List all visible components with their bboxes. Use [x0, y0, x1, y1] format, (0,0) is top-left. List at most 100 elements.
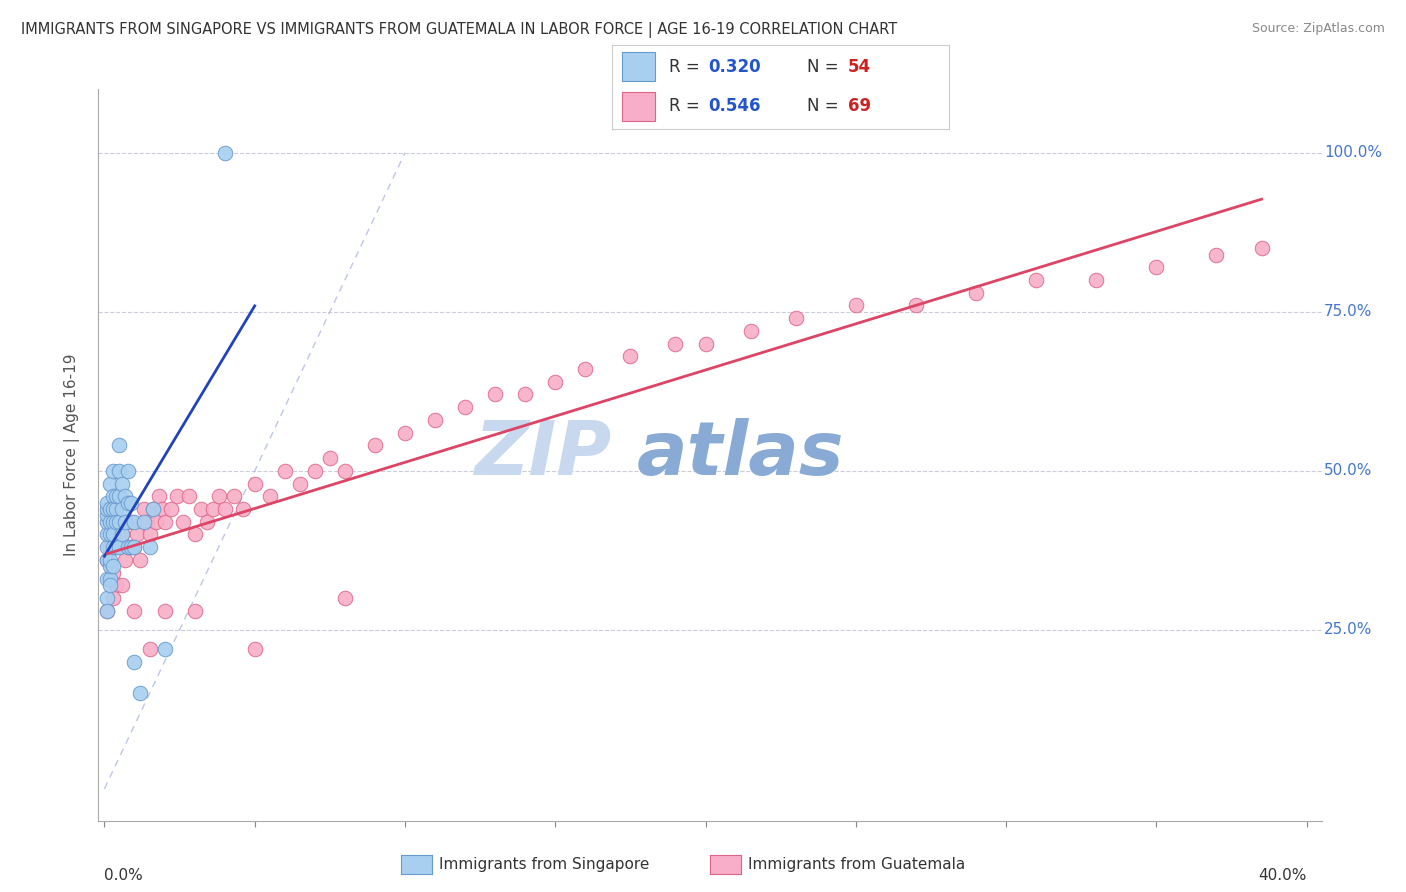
Point — [96, 508, 118, 523]
Point — [454, 401, 477, 415]
Point — [148, 489, 170, 503]
Point — [153, 604, 176, 618]
Point — [108, 540, 131, 554]
Text: Immigrants from Guatemala: Immigrants from Guatemala — [748, 857, 966, 871]
Point — [111, 476, 134, 491]
Point — [965, 285, 987, 300]
Point — [141, 502, 163, 516]
Point — [100, 578, 122, 592]
Point — [124, 540, 146, 554]
Point — [96, 502, 118, 516]
Point — [96, 604, 118, 618]
Point — [166, 489, 188, 503]
Point — [664, 336, 686, 351]
Text: 75.0%: 75.0% — [1324, 304, 1372, 319]
Point — [845, 298, 868, 312]
Point — [208, 489, 231, 503]
Point — [1250, 241, 1272, 255]
Text: Source: ZipAtlas.com: Source: ZipAtlas.com — [1251, 22, 1385, 36]
Point — [190, 502, 212, 516]
Point — [114, 515, 136, 529]
Point — [288, 476, 311, 491]
Point — [117, 464, 139, 478]
Text: ZIP: ZIP — [475, 418, 612, 491]
Point — [124, 540, 146, 554]
Point — [243, 641, 266, 656]
Point — [96, 515, 118, 529]
Point — [1205, 247, 1227, 261]
Point — [333, 591, 356, 605]
Point — [103, 591, 125, 605]
Point — [195, 515, 218, 529]
Point — [100, 502, 122, 516]
Text: IMMIGRANTS FROM SINGAPORE VS IMMIGRANTS FROM GUATEMALA IN LABOR FORCE | AGE 16-1: IMMIGRANTS FROM SINGAPORE VS IMMIGRANTS … — [21, 22, 897, 38]
Text: atlas: atlas — [637, 418, 844, 491]
Point — [105, 489, 128, 503]
Point — [132, 515, 155, 529]
Point — [96, 591, 118, 605]
Point — [103, 540, 125, 554]
Point — [105, 515, 128, 529]
Point — [183, 604, 205, 618]
Point — [100, 540, 122, 554]
Point — [484, 387, 506, 401]
Point — [124, 515, 146, 529]
Point — [145, 515, 167, 529]
Point — [103, 559, 125, 574]
Text: 0.546: 0.546 — [707, 97, 761, 115]
Point — [333, 464, 356, 478]
Point — [100, 527, 122, 541]
Text: 69: 69 — [848, 97, 870, 115]
Point — [111, 578, 134, 592]
Point — [105, 578, 128, 592]
Text: 54: 54 — [848, 58, 870, 76]
Y-axis label: In Labor Force | Age 16-19: In Labor Force | Age 16-19 — [65, 353, 80, 557]
Point — [1144, 260, 1167, 275]
Point — [96, 553, 118, 567]
Point — [619, 349, 641, 363]
Point — [904, 298, 927, 312]
Point — [108, 515, 131, 529]
Point — [127, 527, 149, 541]
Point — [515, 387, 537, 401]
Point — [103, 489, 125, 503]
Text: 50.0%: 50.0% — [1324, 463, 1372, 478]
Text: 0.320: 0.320 — [707, 58, 761, 76]
Point — [100, 476, 122, 491]
Point — [274, 464, 297, 478]
Point — [177, 489, 200, 503]
Point — [108, 489, 131, 503]
Point — [243, 476, 266, 491]
Point — [108, 540, 131, 554]
Point — [214, 145, 236, 160]
Point — [135, 515, 157, 529]
Point — [103, 464, 125, 478]
Point — [138, 527, 160, 541]
Point — [103, 515, 125, 529]
Point — [96, 495, 118, 509]
Point — [138, 540, 160, 554]
Point — [740, 324, 762, 338]
Point — [304, 464, 326, 478]
Point — [96, 553, 118, 567]
Point — [105, 502, 128, 516]
Point — [222, 489, 245, 503]
Point — [108, 464, 131, 478]
Point — [103, 566, 125, 580]
Point — [423, 413, 446, 427]
Text: N =: N = — [807, 58, 844, 76]
Point — [159, 502, 181, 516]
Point — [114, 553, 136, 567]
Text: 25.0%: 25.0% — [1324, 623, 1372, 637]
Point — [103, 502, 125, 516]
Point — [100, 572, 122, 586]
Point — [544, 375, 567, 389]
Point — [117, 540, 139, 554]
Point — [117, 540, 139, 554]
Point — [232, 502, 254, 516]
Bar — [621, 53, 655, 81]
Point — [124, 604, 146, 618]
Point — [117, 495, 139, 509]
Point — [364, 438, 387, 452]
Point — [111, 527, 134, 541]
